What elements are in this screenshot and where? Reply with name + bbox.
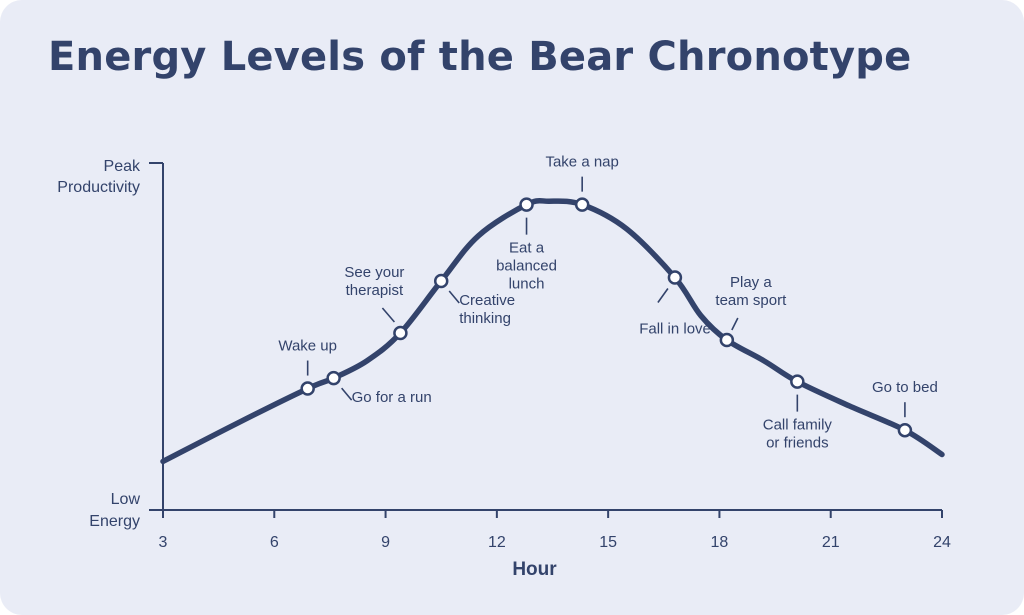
annotation-label: Wake up <box>278 338 337 355</box>
x-tick-label: 6 <box>270 534 279 551</box>
annotation-label: Creative <box>459 292 515 309</box>
y-bottom-label-line1: Low <box>111 491 141 508</box>
chart-title: Energy Levels of the Bear Chronotype <box>48 34 912 80</box>
annotation-point <box>393 325 408 341</box>
annotation-label: Fall in love <box>639 321 711 338</box>
x-tick-label: 24 <box>933 534 951 551</box>
annotation-label: Play a <box>730 274 772 291</box>
annotation-point <box>667 270 683 285</box>
x-tick-label: 12 <box>488 534 506 551</box>
annotation-leader <box>657 288 669 303</box>
x-tick-label: 18 <box>711 534 729 551</box>
x-tick-label: 21 <box>822 534 840 551</box>
y-top-label-line1: Peak <box>104 158 141 175</box>
annotation-label: therapist <box>346 282 404 299</box>
annotation-point <box>574 197 590 212</box>
annotation-label: or friends <box>766 435 829 452</box>
x-tick-label: 3 <box>159 534 168 551</box>
annotation-point <box>433 273 449 289</box>
x-tick-label: 9 <box>381 534 390 551</box>
annotation-point <box>719 332 735 348</box>
annotation-label: balanced <box>496 258 557 275</box>
annotation-leader <box>381 307 396 323</box>
annotation-leader <box>341 387 353 401</box>
y-top-label-line2: Productivity <box>57 179 140 196</box>
annotation-label: team sport <box>715 292 787 309</box>
annotation-label: Eat a <box>509 240 545 257</box>
annotation-label: thinking <box>459 310 511 327</box>
annotation-point <box>519 197 534 212</box>
annotation-point <box>897 422 913 438</box>
annotation-label: Call family <box>763 417 833 434</box>
annotation-point <box>300 381 315 396</box>
annotation-point <box>790 374 805 389</box>
annotation-leader <box>448 290 460 304</box>
annotation-label: See your <box>344 264 404 281</box>
annotation-point <box>326 370 341 386</box>
annotation-leader <box>731 317 739 331</box>
annotation-label: Go for a run <box>352 389 432 406</box>
y-bottom-label-line2: Energy <box>89 513 140 530</box>
annotation-label: lunch <box>509 276 545 293</box>
annotation-label: Go to bed <box>872 379 938 396</box>
x-tick-label: 15 <box>599 534 617 551</box>
annotation-label: Take a nap <box>545 154 618 171</box>
x-axis-label: Hour <box>512 559 557 580</box>
